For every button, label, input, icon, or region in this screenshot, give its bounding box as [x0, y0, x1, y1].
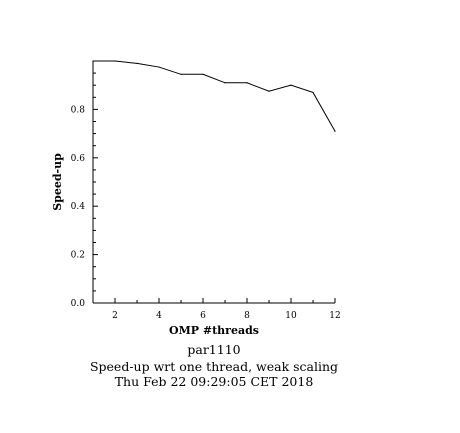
speedup-data-point	[158, 66, 160, 68]
chart-series	[92, 60, 336, 132]
chart-ticks: 2 4 6 8 10 12 0.0 0.2 0.4 0.6 0.8	[71, 72, 341, 321]
chart-axes	[92, 61, 335, 304]
caption-host: par1110	[187, 342, 240, 357]
x-tick-label: 4	[156, 311, 162, 321]
speedup-data-point	[290, 84, 292, 86]
y-axis-title: Speed-up	[51, 153, 64, 211]
x-axis-title: OMP #threads	[169, 324, 259, 337]
speedup-data-point	[92, 60, 94, 62]
speedup-data-point	[136, 62, 138, 65]
speedup-series-line	[93, 60, 336, 132]
speedup-data-point	[180, 73, 182, 75]
y-tick-label: 0.2	[71, 251, 85, 261]
y-tick-label: 0.0	[71, 299, 86, 309]
speedup-data-point	[224, 82, 226, 84]
x-tick-label: 6	[200, 311, 206, 321]
speedup-data-point	[202, 73, 204, 75]
x-tick-label: 10	[285, 311, 297, 321]
x-tick-label: 8	[244, 311, 250, 321]
caption-timestamp: Thu Feb 22 09:29:05 CET 2018	[115, 374, 314, 389]
x-tick-label: 2	[112, 311, 118, 321]
speedup-data-point	[334, 130, 336, 132]
speedup-data-point	[312, 91, 314, 94]
y-tick-label: 0.4	[71, 202, 86, 212]
speedup-data-point	[268, 90, 270, 92]
speedup-data-point	[246, 82, 248, 84]
x-tick-label: 12	[329, 311, 340, 321]
caption-subtitle: Speed-up wrt one thread, weak scaling	[90, 359, 338, 374]
speedup-data-point	[114, 60, 116, 62]
y-tick-label: 0.8	[71, 105, 86, 115]
y-tick-label: 0.6	[71, 154, 86, 164]
